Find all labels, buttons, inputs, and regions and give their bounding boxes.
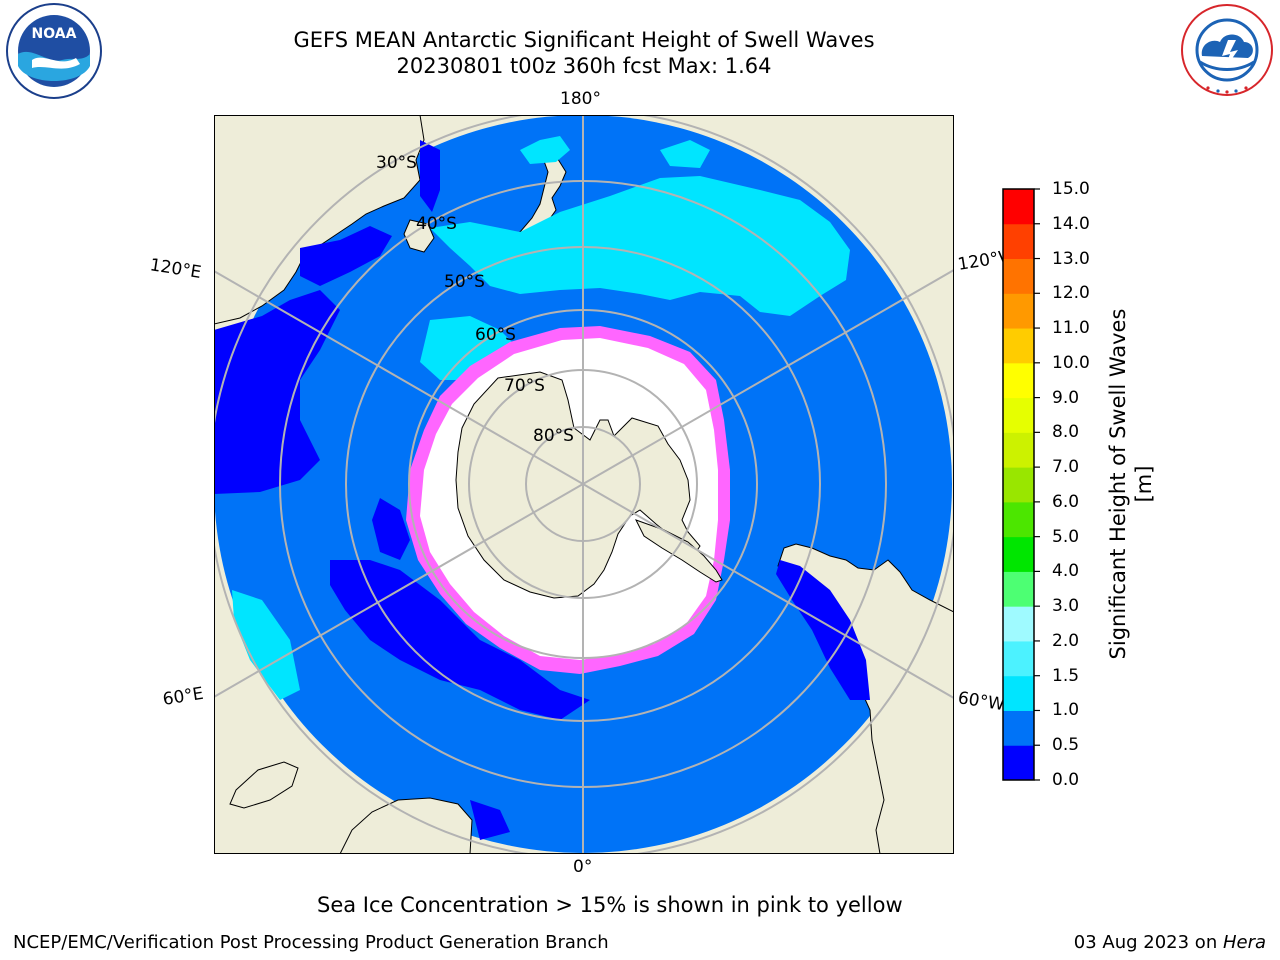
colorbar-segment <box>1003 675 1034 711</box>
colorbar-tick-label: 1.0 <box>1052 700 1080 721</box>
colorbar-segment <box>1003 328 1034 364</box>
colorbar-tick-label: 14.0 <box>1052 213 1090 234</box>
meridian-60w <box>582 483 954 700</box>
madagascar-landmass <box>229 761 299 809</box>
colorbar-tick-label: 9.0 <box>1052 387 1080 408</box>
lon-label-60w: 60°W <box>956 688 1006 716</box>
lat-label-80: 80°S <box>533 426 574 446</box>
nws-logo <box>1181 4 1273 96</box>
footer-branch: NCEP/EMC/Verification Post Processing Pr… <box>13 932 609 953</box>
colorbar-frame <box>1002 188 1035 781</box>
colorbar-segment <box>1003 467 1034 503</box>
colorbar-segment <box>1003 362 1034 399</box>
footer-date-text: 03 Aug 2023 on <box>1073 932 1223 953</box>
colorbar-segment <box>1003 571 1034 607</box>
colorbar-tick-label: 4.0 <box>1052 561 1080 582</box>
lat-label-30: 30°S <box>376 153 417 173</box>
colorbar-tick-label: 12.0 <box>1052 283 1090 304</box>
colorbar-segment <box>1003 606 1034 642</box>
colorbar-segment <box>1003 293 1034 329</box>
colorbar-tick-label: 0.0 <box>1052 770 1080 790</box>
noaa-logo: NOAA <box>6 3 102 99</box>
colorbar-segment <box>1003 745 1034 781</box>
colorbar-tick-label: 0.5 <box>1052 735 1080 756</box>
colorbar-tick-label: 6.0 <box>1052 491 1080 512</box>
colorbar-tick-label: 1.5 <box>1052 665 1080 686</box>
colorbar-segment <box>1003 640 1034 677</box>
chart-subtitle: 20230801 t00z 360h fcst Max: 1.64 <box>396 54 772 78</box>
nws-logo-stars <box>1206 86 1248 94</box>
colorbar-ticks <box>1034 188 1040 781</box>
meridian-120w <box>582 268 954 485</box>
colorbar-tick-label: 15.0 <box>1052 179 1090 199</box>
colorbar-segment <box>1003 710 1034 746</box>
colorbar-segments <box>1003 189 1034 781</box>
meridian-60e <box>214 483 584 699</box>
sea-ice-note: Sea Ice Concentration > 15% is shown in … <box>317 893 903 917</box>
colorbar-segment <box>1003 501 1034 538</box>
colorbar-tick-label: 10.0 <box>1052 352 1090 373</box>
colorbar-segment <box>1003 432 1034 468</box>
colorbar-segment <box>1003 397 1034 433</box>
footer-date: 03 Aug 2023 on Hera <box>1074 932 1266 954</box>
africa-landmass <box>339 797 473 854</box>
lon-label-0: 0° <box>573 857 593 877</box>
colorbar-segment <box>1003 223 1034 260</box>
footer-host: Hera <box>1222 932 1266 953</box>
colorbar-tick-label: 8.0 <box>1052 422 1080 443</box>
colorbar-tick-label: 3.0 <box>1052 596 1080 617</box>
chart-title: GEFS MEAN Antarctic Significant Height o… <box>293 28 875 52</box>
polar-map: 30°S 40°S 50°S 60°S 70°S 80°S <box>214 115 954 854</box>
lon-label-60e: 60°E <box>161 683 205 710</box>
colorbar-tick-label: 2.0 <box>1052 630 1080 651</box>
colorbar-segment <box>1003 189 1034 225</box>
colorbar-tick-label: 11.0 <box>1052 318 1090 339</box>
colorbar-segment <box>1003 258 1034 294</box>
colorbar <box>1002 188 1040 781</box>
lat-label-60: 60°S <box>475 325 516 345</box>
colorbar-segment <box>1003 536 1034 572</box>
colorbar-tick-label: 13.0 <box>1052 248 1090 269</box>
meridian-120e <box>214 269 584 485</box>
colorbar-tick-label: 7.0 <box>1052 457 1080 478</box>
lon-label-180: 180° <box>560 89 601 109</box>
latitude-labels: 30°S 40°S 50°S 60°S 70°S 80°S <box>376 153 574 446</box>
lat-label-40: 40°S <box>416 214 457 234</box>
lat-label-70: 70°S <box>504 376 545 396</box>
colorbar-tick-label: 5.0 <box>1052 526 1080 547</box>
swell-low-zones <box>214 140 870 840</box>
antarctic-peninsula <box>634 519 723 583</box>
noaa-logo-text: NOAA <box>32 26 77 42</box>
lat-label-50: 50°S <box>444 272 485 292</box>
lon-label-120e: 120°E <box>148 255 203 283</box>
graticule <box>214 115 954 854</box>
colorbar-label: Significant Height of Swell Waves [m] <box>1106 308 1156 660</box>
